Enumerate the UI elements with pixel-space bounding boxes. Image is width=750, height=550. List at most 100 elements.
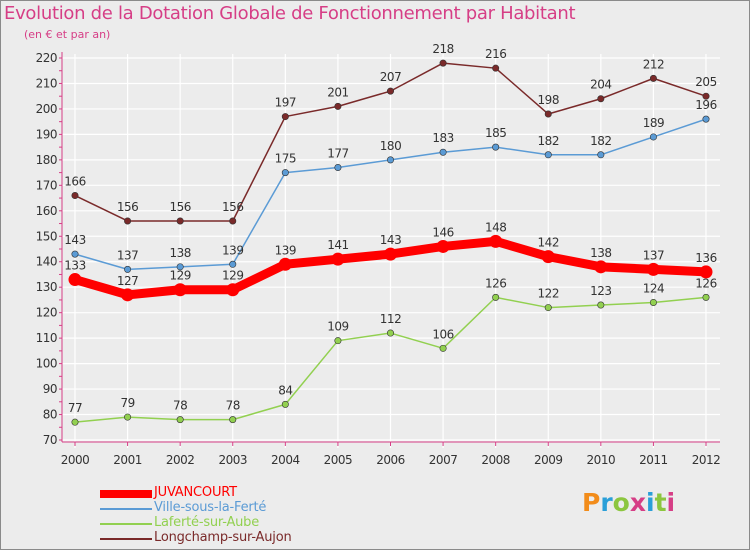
data-label-ville-sous-la-ferte: 189 <box>643 116 664 130</box>
y-tick-label: 70 <box>43 433 57 447</box>
x-tick-label: 2002 <box>166 453 195 467</box>
data-label-ville-sous-la-ferte: 138 <box>169 246 190 260</box>
data-label-longchamp-sur-aujon: 156 <box>222 200 243 214</box>
data-label-longchamp-sur-aujon: 198 <box>538 93 559 107</box>
data-point-juvancourt <box>226 283 240 297</box>
legend-label: Ville-sous-la-Ferté <box>154 500 267 515</box>
data-label-laferte-sur-aube: 106 <box>432 327 453 341</box>
x-tick-label: 2009 <box>534 453 563 467</box>
data-label-laferte-sur-aube: 123 <box>590 284 611 298</box>
y-tick-label: 110 <box>36 331 57 345</box>
data-label-longchamp-sur-aujon: 156 <box>117 200 138 214</box>
y-tick-label: 200 <box>36 102 57 116</box>
x-tick-label: 2000 <box>61 453 90 467</box>
legend-item: Longchamp-sur-Aujon <box>100 530 330 546</box>
legend-swatch <box>100 538 152 540</box>
y-tick-label: 180 <box>36 153 57 167</box>
data-label-longchamp-sur-aujon: 207 <box>380 70 401 84</box>
data-label-laferte-sur-aube: 77 <box>68 401 82 415</box>
data-point-juvancourt <box>436 239 450 253</box>
data-point-juvancourt <box>594 260 608 274</box>
data-point-longchamp-sur-aujon <box>229 217 237 225</box>
x-tick-label: 2005 <box>324 453 353 467</box>
data-point-laferte-sur-aube <box>124 413 132 421</box>
data-label-ville-sous-la-ferte: 137 <box>117 248 138 262</box>
data-point-juvancourt <box>173 283 187 297</box>
data-point-ville-sous-la-ferte <box>176 263 184 271</box>
proxiti-logo: Proxiti <box>582 488 675 517</box>
data-point-laferte-sur-aube <box>597 301 605 309</box>
data-point-longchamp-sur-aujon <box>439 59 447 67</box>
x-tick-label: 2001 <box>113 453 142 467</box>
legend: JUVANCOURT Ville-sous-la-Ferté Laferté-sur… <box>100 485 330 546</box>
y-tick-label: 140 <box>36 255 57 269</box>
data-point-longchamp-sur-aujon <box>492 64 500 72</box>
data-point-ville-sous-la-ferte <box>229 260 237 268</box>
x-tick-label: 2010 <box>587 453 616 467</box>
legend-swatch <box>100 523 152 525</box>
data-label-laferte-sur-aube: 112 <box>380 312 401 326</box>
data-label-ville-sous-la-ferte: 180 <box>380 139 401 153</box>
y-tick-label: 100 <box>36 357 57 371</box>
data-point-longchamp-sur-aujon <box>544 110 552 118</box>
data-label-juvancourt: 133 <box>64 259 85 273</box>
data-label-ville-sous-la-ferte: 196 <box>695 98 716 112</box>
data-label-laferte-sur-aube: 84 <box>278 383 292 397</box>
data-label-longchamp-sur-aujon: 218 <box>432 42 453 56</box>
data-point-juvancourt <box>68 273 82 287</box>
data-label-longchamp-sur-aujon: 197 <box>275 96 296 110</box>
data-label-ville-sous-la-ferte: 175 <box>275 152 296 166</box>
data-point-longchamp-sur-aujon <box>649 74 657 82</box>
y-tick-label: 130 <box>36 280 57 294</box>
data-point-longchamp-sur-aujon <box>702 92 710 100</box>
logo-letter: t <box>654 488 667 517</box>
data-label-juvancourt: 127 <box>117 274 138 288</box>
data-label-juvancourt: 139 <box>275 243 296 257</box>
data-label-longchamp-sur-aujon: 166 <box>64 175 85 189</box>
logo-letter: i <box>666 488 676 517</box>
legend-item: Ville-sous-la-Ferté <box>100 500 330 516</box>
data-label-laferte-sur-aube: 109 <box>327 320 348 334</box>
legend-item: JUVANCOURT <box>100 485 330 501</box>
data-label-longchamp-sur-aujon: 212 <box>643 57 664 71</box>
data-point-laferte-sur-aube <box>229 416 237 424</box>
x-tick-label: 2007 <box>429 453 458 467</box>
legend-label: Laferté-sur-Aube <box>154 515 260 530</box>
data-label-laferte-sur-aube: 78 <box>226 399 240 413</box>
data-label-ville-sous-la-ferte: 143 <box>64 233 85 247</box>
data-label-ville-sous-la-ferte: 182 <box>538 134 559 148</box>
data-label-longchamp-sur-aujon: 205 <box>695 75 716 89</box>
data-point-ville-sous-la-ferte <box>334 164 342 172</box>
data-point-laferte-sur-aube <box>71 418 79 426</box>
data-point-longchamp-sur-aujon <box>71 192 79 200</box>
data-point-laferte-sur-aube <box>176 416 184 424</box>
data-point-juvancourt <box>646 262 660 276</box>
data-label-laferte-sur-aube: 126 <box>695 276 716 290</box>
data-point-ville-sous-la-ferte <box>597 151 605 159</box>
y-tick-label: 150 <box>36 229 57 243</box>
logo-letter: o <box>612 488 630 517</box>
data-label-juvancourt: 129 <box>169 269 190 283</box>
data-point-laferte-sur-aube <box>702 293 710 301</box>
x-tick-label: 2003 <box>218 453 247 467</box>
data-label-juvancourt: 138 <box>590 246 611 260</box>
data-point-longchamp-sur-aujon <box>124 217 132 225</box>
data-point-ville-sous-la-ferte <box>124 265 132 273</box>
data-point-laferte-sur-aube <box>281 400 289 408</box>
y-tick-label: 190 <box>36 127 57 141</box>
data-point-laferte-sur-aube <box>492 293 500 301</box>
x-tick-label: 2008 <box>481 453 510 467</box>
data-point-ville-sous-la-ferte <box>649 133 657 141</box>
data-point-ville-sous-la-ferte <box>702 115 710 123</box>
data-point-laferte-sur-aube <box>439 344 447 352</box>
x-tick-label: 2006 <box>376 453 405 467</box>
data-point-ville-sous-la-ferte <box>71 250 79 258</box>
y-tick-label: 220 <box>36 51 57 65</box>
chart-title: Evolution de la Dotation Globale de Fonc… <box>4 3 576 24</box>
data-point-juvancourt <box>541 250 555 264</box>
data-label-ville-sous-la-ferte: 139 <box>222 243 243 257</box>
data-point-ville-sous-la-ferte <box>386 156 394 164</box>
data-label-longchamp-sur-aujon: 216 <box>485 47 506 61</box>
data-point-laferte-sur-aube <box>649 298 657 306</box>
